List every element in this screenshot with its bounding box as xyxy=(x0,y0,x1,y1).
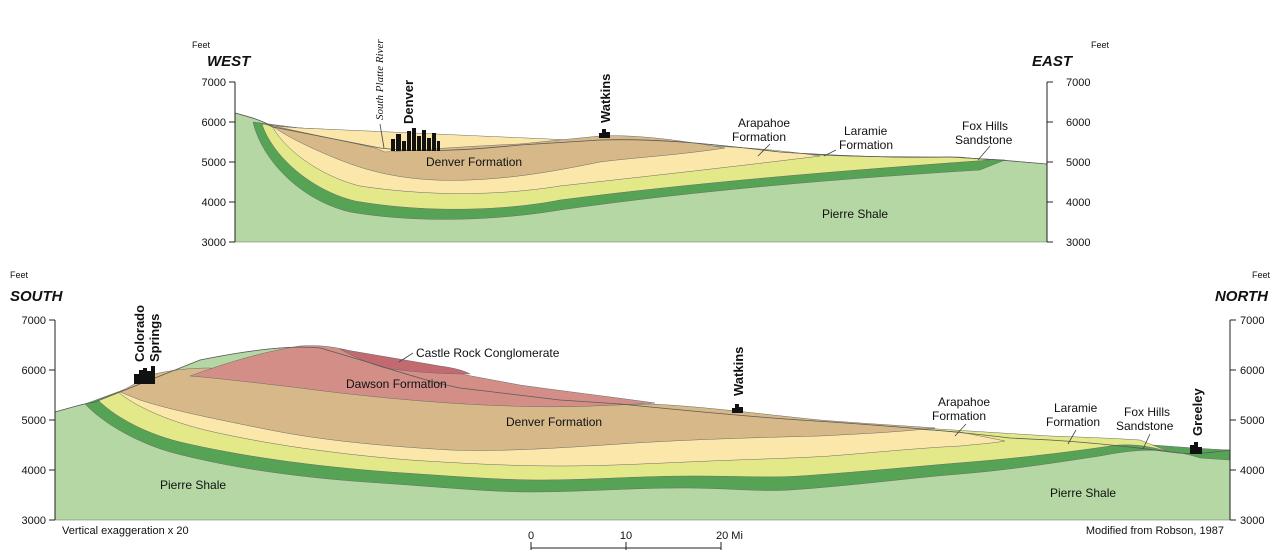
top-direction-west: WEST xyxy=(207,53,252,70)
top-right-tick-7000: 7000 xyxy=(1066,77,1090,89)
bottom-pierre-shale-right-label: Pierre Shale xyxy=(1050,486,1116,500)
top-right-tick-3000: 3000 xyxy=(1066,237,1090,249)
bottom-unit-right: Feet xyxy=(1252,270,1271,280)
top-left-tick-3000: 3000 xyxy=(202,237,226,249)
top-left-tick-7000: 7000 xyxy=(202,77,226,89)
scale-label-0: 0 xyxy=(528,530,534,542)
bottom-direction-south: SOUTH xyxy=(10,288,64,305)
greeley-label: Greeley xyxy=(1190,388,1205,436)
bottom-right-tick-6000: 6000 xyxy=(1240,365,1264,377)
greeley-city-icon xyxy=(1190,442,1202,454)
bottom-fox-hills-label-2: Sandstone xyxy=(1116,419,1174,433)
bottom-right-tick-5000: 5000 xyxy=(1240,415,1264,427)
bottom-left-tick-6000: 6000 xyxy=(22,365,46,377)
bottom-left-tick-7000: 7000 xyxy=(22,315,46,327)
dawson-formation-label: Dawson Formation xyxy=(346,377,447,391)
bottom-left-tick-5000: 5000 xyxy=(22,415,46,427)
top-right-tick-5000: 5000 xyxy=(1066,157,1090,169)
scale-label-20-mi: 20 Mi xyxy=(716,530,743,542)
top-arapahoe-label-1: Arapahoe xyxy=(738,116,790,130)
south-platte-river-label: South Platte River xyxy=(374,39,386,120)
bottom-direction-north: NORTH xyxy=(1215,288,1269,305)
top-cross-section: 7000 6000 5000 4000 3000 7000 6000 5000 … xyxy=(192,39,1110,249)
bottom-right-tick-3000: 3000 xyxy=(1240,515,1264,527)
bottom-left-tick-3000: 3000 xyxy=(22,515,46,527)
top-arapahoe-label-2: Formation xyxy=(732,130,786,144)
bottom-fox-hills-label-1: Fox Hills xyxy=(1124,405,1170,419)
top-direction-east: EAST xyxy=(1032,53,1074,70)
denver-label: Denver xyxy=(401,80,416,124)
top-unit-left: Feet xyxy=(192,40,211,50)
top-ground-surface xyxy=(234,112,1048,165)
bottom-arapahoe-label-1: Arapahoe xyxy=(938,395,990,409)
colorado-springs-label-2: Springs xyxy=(147,314,162,362)
top-left-tick-5000: 5000 xyxy=(202,157,226,169)
vertical-exaggeration-note: Vertical exaggeration x 20 xyxy=(62,525,189,537)
watkins-bottom-label: Watkins xyxy=(731,347,746,396)
top-left-tick-4000: 4000 xyxy=(202,197,226,209)
watkins-top-icon xyxy=(599,129,610,138)
top-unit-right: Feet xyxy=(1091,40,1110,50)
bottom-dawson-formation-layer xyxy=(189,345,656,408)
bottom-ground-surface xyxy=(54,346,1231,454)
bottom-laramie-label-1: Laramie xyxy=(1054,401,1098,415)
watkins-bottom-icon xyxy=(732,404,743,413)
top-right-tick-6000: 6000 xyxy=(1066,117,1090,129)
top-left-tick-6000: 6000 xyxy=(202,117,226,129)
bottom-unit-left: Feet xyxy=(10,270,29,280)
top-right-axis: 7000 6000 5000 4000 3000 xyxy=(1046,77,1090,249)
scale-bar: 0 10 20 Mi xyxy=(528,530,743,550)
bottom-arapahoe-label-2: Formation xyxy=(932,409,986,423)
bottom-right-tick-4000: 4000 xyxy=(1240,465,1264,477)
top-laramie-label-1: Laramie xyxy=(844,124,888,138)
top-right-tick-4000: 4000 xyxy=(1066,197,1090,209)
top-denver-formation-label: Denver Formation xyxy=(426,155,522,169)
top-pierre-shale-label: Pierre Shale xyxy=(822,207,888,221)
bottom-laramie-label-2: Formation xyxy=(1046,415,1100,429)
scale-label-10: 10 xyxy=(620,530,632,542)
top-fox-hills-label-1: Fox Hills xyxy=(962,119,1008,133)
bottom-left-axis: 7000 6000 5000 4000 3000 xyxy=(22,315,56,527)
colorado-springs-label-1: Colorado xyxy=(132,305,147,362)
watkins-top-label: Watkins xyxy=(598,74,613,123)
top-denver-formation-layer xyxy=(264,123,726,181)
bottom-left-tick-4000: 4000 xyxy=(22,465,46,477)
bottom-pierre-shale-left-label: Pierre Shale xyxy=(160,478,226,492)
castle-rock-label: Castle Rock Conglomerate xyxy=(416,346,560,360)
bottom-right-axis: 7000 6000 5000 4000 3000 xyxy=(1229,315,1264,527)
denver-city-icon xyxy=(391,128,440,151)
top-laramie-label-2: Formation xyxy=(839,138,893,152)
top-left-axis: 7000 6000 5000 4000 3000 xyxy=(202,77,236,249)
bottom-cross-section: 7000 6000 5000 4000 3000 7000 6000 5000 … xyxy=(10,270,1271,527)
top-fox-hills-label-2: Sandstone xyxy=(955,133,1013,147)
colorado-springs-city-icon xyxy=(134,366,155,384)
source-credit: Modified from Robson, 1987 xyxy=(1086,525,1224,537)
bottom-denver-formation-label: Denver Formation xyxy=(506,415,602,429)
footer: Vertical exaggeration x 20 Modified from… xyxy=(62,525,1224,550)
bottom-right-tick-7000: 7000 xyxy=(1240,315,1264,327)
